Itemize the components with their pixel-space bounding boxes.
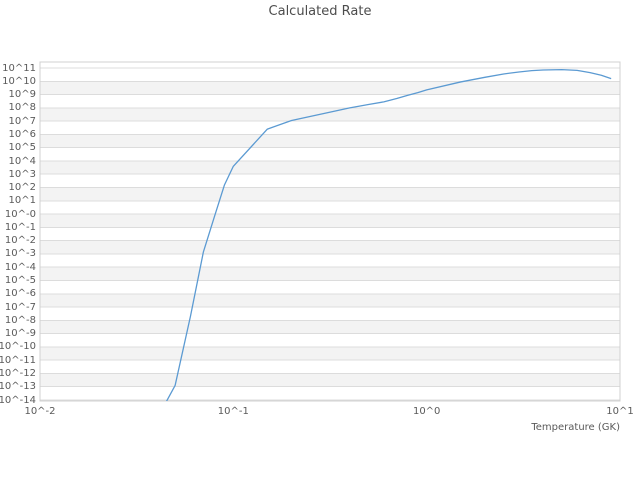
y-tick-label: 10^-2 [4,235,36,247]
grid-band [40,373,620,387]
y-tick-label: 10^-12 [0,367,36,379]
grid-band [40,346,620,361]
y-tick-label: 10^1 [8,195,36,207]
grid-band [40,187,620,201]
y-tick-label: 10^-1 [4,221,36,233]
plot-border [39,61,621,402]
y-tick-label: 10^-13 [0,381,36,393]
y-tick-label: 10^-3 [4,248,36,260]
rate-curve-line [165,68,612,401]
x-tick-label: 10^0 [412,406,441,417]
x-tick-label: 10^-2 [24,406,56,417]
y-tick-label: 10^7 [8,115,36,127]
y-tick-label: 10^4 [8,155,36,167]
grid-band [40,107,620,122]
y-tick-label: 10^11 [2,62,36,74]
y-tick-label: 10^-5 [4,275,36,286]
grid-band [40,81,620,95]
y-tick-label: 10^9 [8,89,36,101]
y-tick-label: 10^-14 [0,394,36,406]
x-tick-label: 10^1 [606,406,634,417]
grid-band [40,160,620,175]
y-tick-label: 10^5 [8,142,36,154]
y-tick-label: 10^-6 [4,288,36,300]
y-tick-label: 10^2 [8,182,36,193]
y-tick-label: 10^-7 [4,301,36,313]
y-tick-label: 10^-8 [4,314,36,326]
chart-title: Calculated Rate [268,4,372,19]
y-tick-label: 10^10 [2,75,36,87]
grid-band [40,240,620,254]
y-tick-label: 10^8 [8,102,36,114]
y-tick-label: 10^-0 [4,208,36,220]
grid-band [40,214,620,228]
x-axis-title: Temperature (GK) [531,422,620,433]
y-tick-label: 10^-11 [0,354,36,366]
grid-band [40,134,620,148]
grid-band [40,320,620,334]
y-tick-label: 10^6 [8,128,36,140]
y-tick-label: 10^-4 [4,261,36,273]
grid-band [40,267,620,281]
y-tick-label: 10^-10 [0,341,36,353]
x-tick-label: 10^-1 [217,406,249,417]
y-tick-label: 10^-9 [4,328,36,340]
y-tick-label: 10^3 [8,168,36,180]
grid-band [40,293,620,308]
